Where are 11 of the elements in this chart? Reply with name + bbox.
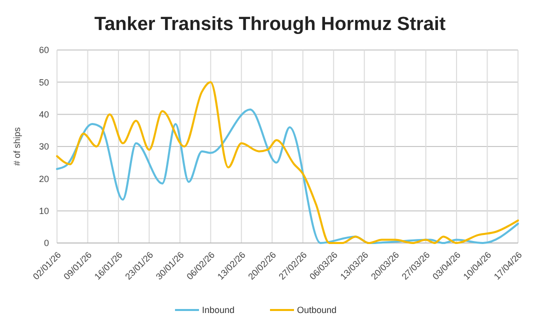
y-tick-label: 50 xyxy=(38,77,49,88)
y-tick-label: 0 xyxy=(44,238,49,248)
y-tick-label: 10 xyxy=(38,206,49,216)
y-axis-title: # of ships xyxy=(12,126,22,166)
y-tick-label: 40 xyxy=(38,109,49,120)
chart-title: Tanker Transits Through Hormuz Strait xyxy=(94,14,446,35)
y-tick-label: 60 xyxy=(38,45,49,56)
y-tick-label: 30 xyxy=(38,142,49,152)
legend-label: Inbound xyxy=(202,305,235,316)
legend-label: Outbound xyxy=(297,305,337,316)
y-tick-label: 20 xyxy=(38,174,49,184)
